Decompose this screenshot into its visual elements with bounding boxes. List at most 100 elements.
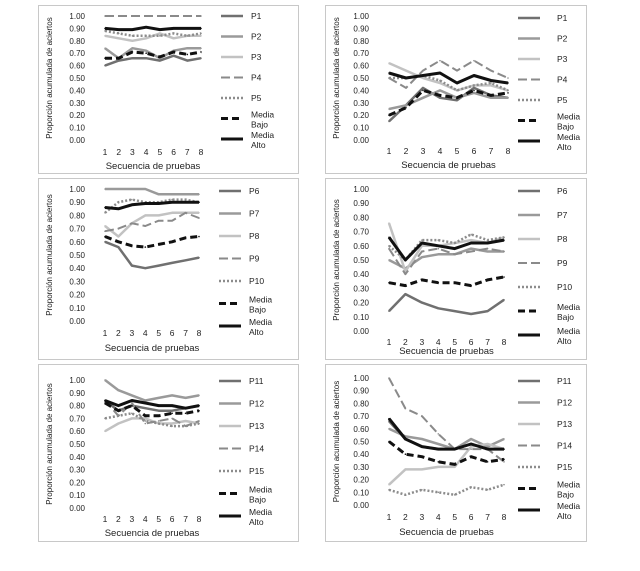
data-point [456,82,458,84]
data-point [439,72,441,74]
data-point [453,494,456,496]
series-line-media-bajo [388,275,505,288]
y-tick-label: 0.70 [353,412,369,421]
legend-label: Media [249,295,272,305]
data-point [470,242,472,244]
data-point [104,399,106,402]
y-tick-label: 1.00 [353,185,369,194]
data-point [104,225,106,227]
data-point [453,281,456,284]
data-point [453,242,456,244]
y-tick-label: 0.00 [69,136,85,145]
legend-label: P3 [557,54,568,64]
series-line-p15 [388,483,505,497]
data-point [200,47,202,50]
data-point [131,35,134,37]
data-point [437,281,440,284]
legend-label: Media [249,485,272,495]
data-point [486,461,489,463]
data-point [157,415,160,417]
data-point [439,89,441,92]
y-tick-label: 0.80 [69,37,85,46]
series-line-media-bajo [104,401,200,418]
data-point [456,97,458,99]
data-point [388,72,390,74]
data-point [104,206,106,209]
legend-label: P3 [251,52,262,62]
y-tick-label: 0.30 [353,284,369,293]
data-point [422,89,424,92]
y-tick-label: 0.10 [353,488,369,497]
x-tick-label: 3 [419,512,424,522]
data-point [470,448,472,450]
data-point [171,412,173,415]
data-point [503,483,505,486]
x-tick-label: 8 [502,512,507,522]
data-point [104,27,106,30]
data-point [184,211,187,214]
x-tick-label: 3 [129,328,134,338]
data-point [157,219,160,222]
data-point [157,409,160,412]
data-point [388,77,390,79]
series-line-media-alto [104,399,200,410]
y-tick-label: 0.60 [353,242,369,251]
series-line-p10 [388,233,505,262]
data-point [507,97,509,99]
data-point [171,404,173,407]
x-tick-label: 8 [197,328,202,338]
data-point [159,59,161,62]
legend-label: P15 [249,466,264,476]
legend-label: Media [251,110,274,120]
data-point [184,237,187,239]
legend-label: P8 [557,234,568,244]
data-point [144,246,147,248]
data-point [145,49,147,52]
data-point [470,239,472,241]
series-line-p6 [104,240,200,270]
data-point [437,433,440,435]
data-point [490,69,492,72]
data-point [198,422,200,425]
data-point [171,422,173,425]
y-tick-label: 0.90 [353,387,369,396]
data-point [104,417,106,420]
data-point [171,417,173,420]
data-point [422,77,424,79]
legend-label: Media [557,326,580,336]
x-tick-label: 8 [199,147,204,157]
data-point [117,28,120,31]
data-point [200,15,202,17]
legend-label: P10 [557,282,572,292]
y-tick-label: 0.50 [353,256,369,265]
x-tick-label: 1 [103,514,108,524]
legend-label: Alto [249,517,264,527]
series-line-media-alto [387,236,505,262]
data-point [388,222,390,224]
x-tick-label: 6 [469,337,474,347]
data-point [131,417,133,420]
data-point [117,37,120,40]
data-point [131,222,133,225]
legend-label: Alto [557,511,572,521]
legend-label: Media [557,112,580,122]
series-line-media-alto [387,417,504,451]
data-point [117,404,120,407]
legend-label: P6 [249,186,260,196]
data-point [131,244,133,247]
legend-label: Bajo [557,122,574,132]
data-point [439,79,441,82]
y-tick-label: 0.60 [353,425,369,434]
data-point [507,77,509,79]
data-point [172,51,175,53]
data-point [186,59,189,62]
data-point [117,422,120,425]
data-point [157,214,160,217]
data-point [421,488,423,491]
x-tick-label: 4 [143,328,148,338]
y-tick-label: 0.00 [353,327,369,336]
data-point [421,301,423,304]
y-tick-label: 1.00 [69,376,85,385]
x-tick-label: 5 [452,337,457,347]
data-point [388,440,390,443]
